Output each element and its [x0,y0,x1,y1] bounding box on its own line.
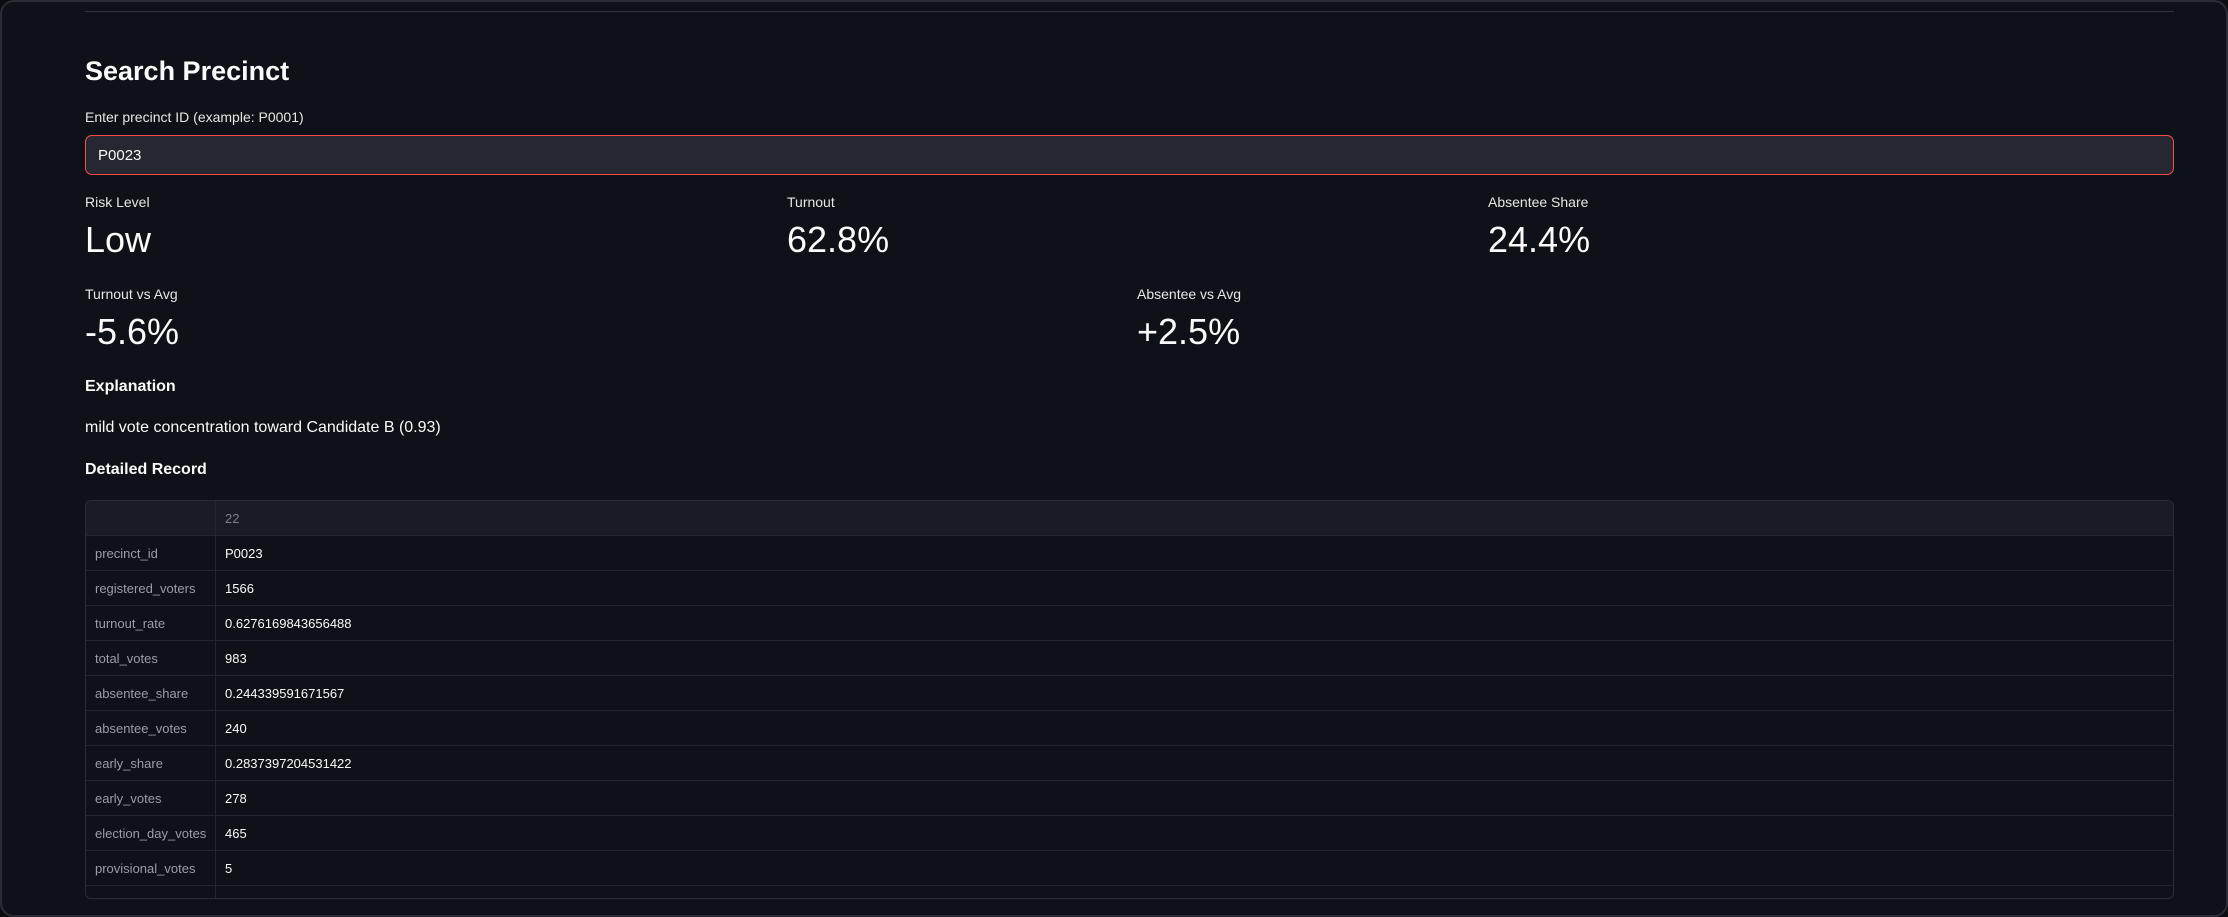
table-row: early_share 0.2837397204531422 [86,746,2173,781]
metric-label: Risk Level [85,194,150,210]
metric-value: -5.6% [85,311,180,352]
table-row: precinct_id P0023 [86,536,2173,571]
detailed-record-table[interactable]: 22 precinct_id P0023 registered_voters 1… [85,500,2174,899]
row-key: absentee_share [86,676,216,710]
table-column-header[interactable]: 22 [225,510,240,526]
row-key: total_votes [86,641,216,675]
explanation-text: mild vote concentration toward Candidate… [85,419,441,436]
table-row: turnout_rate 0.6276169843656488 [86,606,2173,641]
table-row: election_day_votes 465 [86,816,2173,851]
row-key: absentee_votes [86,711,216,745]
metric-turnout: Turnout 62.8% [787,194,889,260]
row-key: election_day_votes [86,816,216,850]
precinct-search-input[interactable] [85,135,2174,175]
row-value[interactable]: 465 [225,825,247,841]
row-key: precinct_id [86,536,216,570]
metric-value: 24.4% [1488,219,1591,260]
row-value[interactable]: 0.244339591671567 [225,685,345,701]
row-value[interactable] [216,886,2173,898]
row-key: early_share [86,746,216,780]
table-row: absentee_share 0.244339591671567 [86,676,2173,711]
metric-absentee-vs-avg: Absentee vs Avg +2.5% [1137,286,1241,352]
table-row: provisional_votes 5 [86,851,2173,886]
row-value[interactable]: 278 [225,790,247,806]
metric-label: Turnout vs Avg [85,286,178,302]
row-value[interactable]: 240 [225,720,247,736]
metric-value: 62.8% [787,219,890,260]
row-key: provisional_votes [86,851,216,885]
table-row: early_votes 278 [86,781,2173,816]
row-value[interactable]: 983 [225,650,247,666]
row-value[interactable]: 0.6276169843656488 [225,615,352,631]
explanation-heading: Explanation [85,378,176,395]
metric-turnout-vs-avg: Turnout vs Avg -5.6% [85,286,179,352]
row-key: early_votes [86,781,216,815]
metric-label: Absentee vs Avg [1137,286,1242,302]
row-value[interactable]: 1566 [225,580,254,596]
table-row: absentee_votes 240 [86,711,2173,746]
metric-value: Low [85,219,152,260]
row-value[interactable]: 0.2837397204531422 [225,755,352,771]
row-value[interactable]: P0023 [225,545,263,561]
row-value[interactable]: 5 [225,860,233,876]
metric-risk-level: Risk Level Low [85,194,151,260]
metric-label: Absentee Share [1488,194,1589,210]
table-index-header [86,501,216,535]
table-row: registered_voters 1566 [86,571,2173,606]
row-key: registered_voters [86,571,216,605]
table-row [86,886,2173,898]
metric-absentee-share: Absentee Share 24.4% [1488,194,1590,260]
metric-value: +2.5% [1137,311,1241,352]
table-row: total_votes 983 [86,641,2173,676]
row-key: turnout_rate [86,606,216,640]
precinct-input-label: Enter precinct ID (example: P0001) [85,109,304,125]
divider [85,11,2174,12]
row-key [86,886,216,898]
section-title: Search Precinct [85,56,290,86]
table-header-row: 22 [86,501,2173,536]
metric-label: Turnout [787,194,835,210]
detailed-record-heading: Detailed Record [85,461,207,478]
